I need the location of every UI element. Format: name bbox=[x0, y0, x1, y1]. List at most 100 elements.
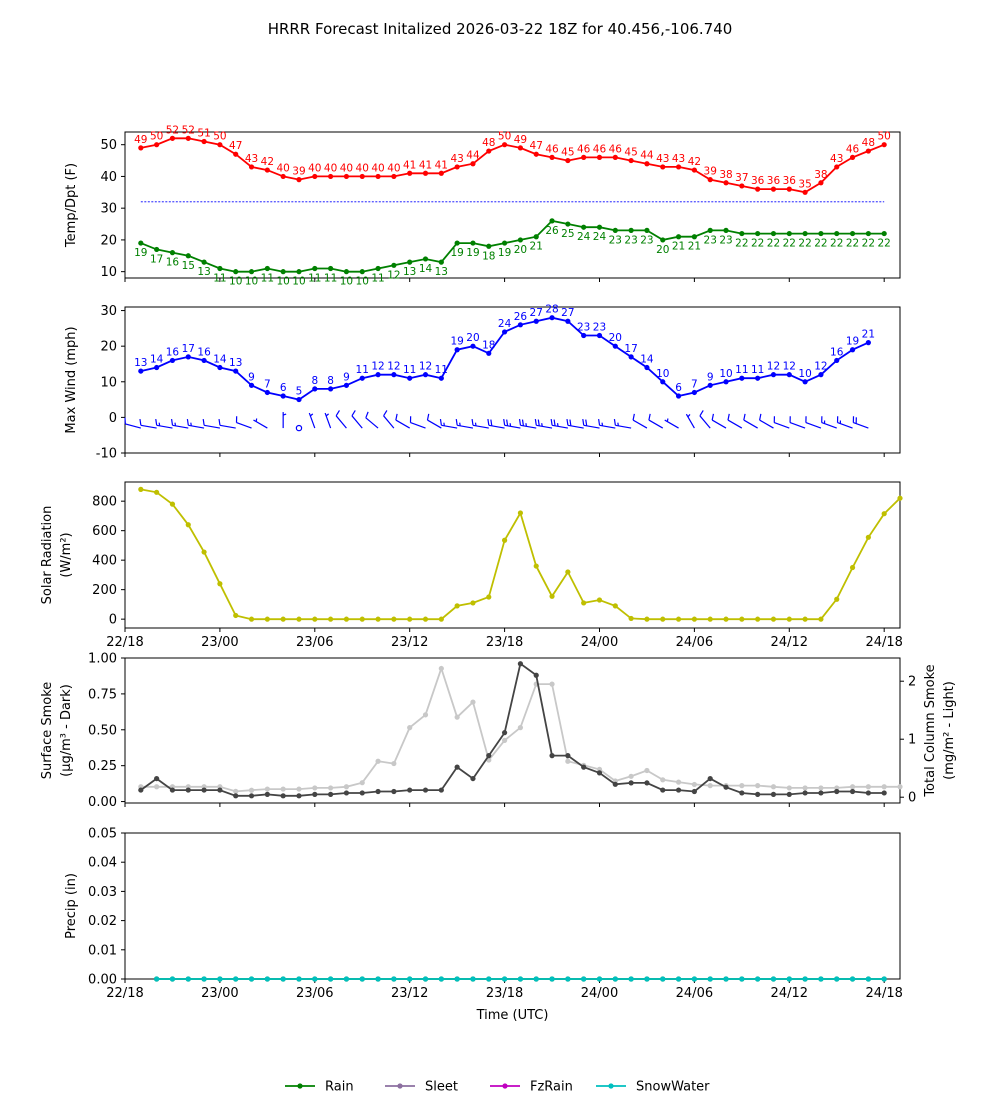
snowwater-point bbox=[343, 976, 350, 982]
surface-smoke-point bbox=[185, 787, 191, 793]
snowwater-point bbox=[739, 976, 745, 982]
max-wind-data-label: 11 bbox=[435, 364, 448, 376]
snowwater-point bbox=[707, 976, 713, 982]
wind-barb-feather bbox=[365, 411, 369, 419]
wind-barb bbox=[518, 418, 537, 429]
solar-radiation-point bbox=[454, 603, 460, 609]
wind-barb bbox=[805, 416, 822, 429]
surface-smoke-point bbox=[834, 788, 840, 795]
dewpoint-point bbox=[138, 240, 144, 246]
wind-ytick-label: 20 bbox=[100, 340, 117, 355]
wind-barb-shaft bbox=[727, 419, 743, 429]
surface-smoke-point bbox=[739, 790, 745, 796]
max-wind-point bbox=[849, 347, 856, 353]
dewpoint-point bbox=[154, 246, 160, 253]
max-wind-point bbox=[739, 375, 745, 381]
temperature-data-label: 39 bbox=[292, 166, 305, 178]
temp-frame bbox=[124, 131, 901, 279]
temperature-data-label: 51 bbox=[197, 128, 210, 140]
wind-barb-shaft bbox=[365, 417, 379, 429]
legend: Rain Sleet FzRain SnowWater bbox=[285, 1080, 710, 1095]
solar-radiation-point bbox=[786, 616, 792, 622]
snowwater-point bbox=[359, 976, 365, 982]
total-column-smoke-point bbox=[802, 785, 808, 791]
temperature-data-label: 46 bbox=[609, 143, 623, 155]
dewpoint-data-label: 24 bbox=[593, 231, 607, 243]
temperature-data-label: 46 bbox=[846, 143, 860, 155]
solar-radiation-point bbox=[375, 616, 381, 622]
dewpoint-point bbox=[407, 259, 413, 265]
surface-smoke-point bbox=[470, 775, 476, 782]
max-wind-point bbox=[565, 318, 571, 324]
temperature-data-label: 45 bbox=[624, 147, 637, 159]
dewpoint-data-label: 22 bbox=[751, 238, 764, 250]
legend-swatch-marker bbox=[502, 1083, 508, 1089]
dewpoint-data-label: 22 bbox=[735, 238, 748, 250]
wind-barb bbox=[836, 416, 853, 429]
solar-radiation-point bbox=[897, 495, 903, 501]
temperature-point bbox=[470, 161, 476, 167]
solar-ylabel: Solar Radiation bbox=[40, 506, 55, 605]
max-wind-point bbox=[691, 389, 697, 396]
dewpoint-data-label: 23 bbox=[609, 234, 622, 246]
solar-radiation-point bbox=[359, 616, 365, 622]
total-column-smoke-point bbox=[691, 781, 697, 788]
total-column-smoke-point bbox=[549, 681, 555, 687]
surface-smoke-point bbox=[565, 753, 571, 759]
wind-barb-feather bbox=[155, 418, 158, 426]
wind-barb-feather bbox=[598, 418, 601, 426]
snowwater-point bbox=[596, 976, 603, 982]
smoke-ytick-right-label: 2 bbox=[908, 675, 916, 690]
dewpoint-data-label: 22 bbox=[862, 238, 875, 250]
snowwater-point bbox=[802, 976, 808, 982]
total-column-smoke-point bbox=[359, 780, 365, 786]
max-wind-point bbox=[834, 357, 840, 364]
precip-xtick-label: 24/06 bbox=[676, 986, 713, 1001]
dewpoint-data-label: 11 bbox=[371, 272, 384, 284]
surface-smoke-point bbox=[343, 790, 350, 796]
wind-barb-half-feather bbox=[255, 418, 258, 422]
wind-barb-feather bbox=[503, 418, 506, 426]
surface-smoke-point bbox=[865, 790, 871, 796]
dewpoint-point bbox=[169, 250, 176, 256]
max-wind-data-label: 27 bbox=[530, 307, 543, 319]
dewpoint-point bbox=[422, 256, 429, 262]
temperature-data-label: 46 bbox=[593, 143, 607, 155]
total-column-smoke-point bbox=[391, 760, 397, 767]
legend-swatch-marker bbox=[297, 1083, 303, 1089]
temp-ytick-label: 10 bbox=[100, 265, 117, 280]
legend-swatch-marker bbox=[608, 1083, 614, 1089]
surface-smoke-point bbox=[755, 791, 761, 797]
dewpoint-point bbox=[660, 237, 666, 243]
legend-item-fzrain: FzRain bbox=[490, 1080, 573, 1095]
dewpoint-data-label: 23 bbox=[640, 234, 653, 246]
wind-barb bbox=[759, 413, 774, 429]
wind-barb bbox=[664, 418, 679, 429]
temperature-point bbox=[248, 164, 255, 170]
temperature-data-label: 40 bbox=[356, 162, 369, 174]
dewpoint-data-label: 10 bbox=[292, 276, 305, 288]
temperature-data-label: 41 bbox=[435, 159, 448, 171]
solar-radiation-point bbox=[533, 563, 539, 569]
temperature-point bbox=[201, 138, 207, 145]
dewpoint-point bbox=[596, 224, 603, 230]
precip-ytick-label: 0.01 bbox=[88, 943, 117, 958]
max-wind-point bbox=[786, 372, 792, 378]
dewpoint-data-label: 11 bbox=[324, 272, 337, 284]
max-wind-point bbox=[328, 386, 334, 392]
wind-barb-shaft bbox=[125, 423, 141, 429]
wind-barb-shaft bbox=[789, 422, 806, 429]
surface-smoke-point bbox=[422, 787, 429, 793]
wind-barb-feather bbox=[613, 418, 616, 426]
smoke-ylabel: Surface Smoke bbox=[40, 682, 55, 780]
wind-barb bbox=[324, 412, 332, 429]
total-column-smoke-point bbox=[707, 783, 713, 789]
solar-radiation-point bbox=[201, 549, 207, 555]
solar-radiation-point bbox=[422, 616, 429, 622]
wind-barb bbox=[335, 410, 347, 429]
panel-precip: 22/18 23/00 23/06 23/12 23/18 24/00 24/06 24/12… bbox=[64, 827, 903, 1024]
legend-label: Sleet bbox=[425, 1080, 458, 1095]
temperature-data-label: 42 bbox=[261, 156, 274, 168]
